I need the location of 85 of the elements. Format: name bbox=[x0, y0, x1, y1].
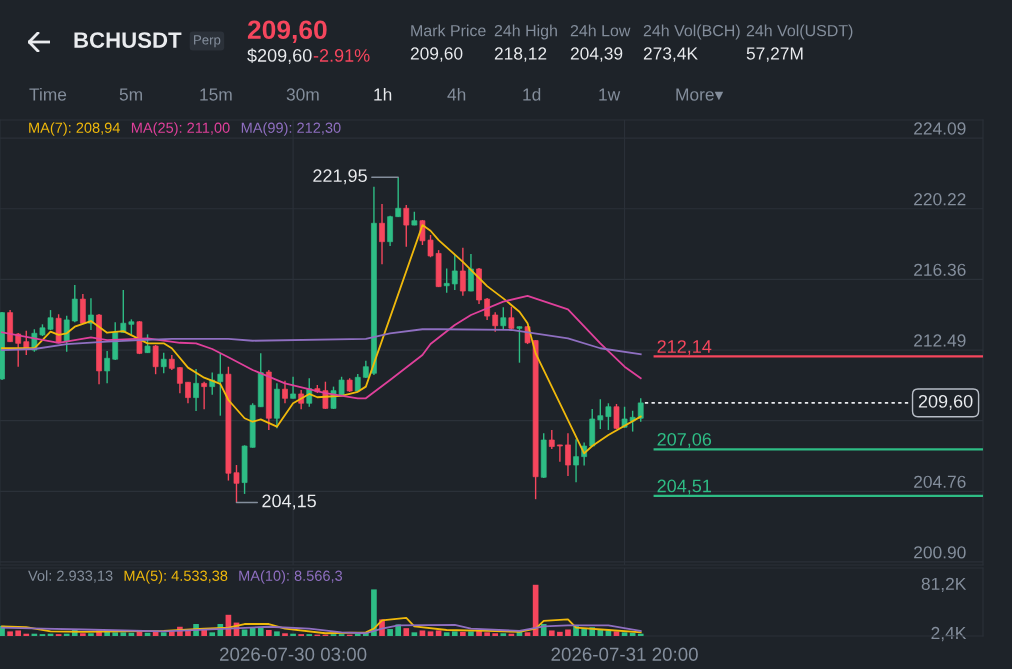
bar bbox=[371, 589, 377, 636]
line-series bbox=[1, 623, 642, 635]
y-tick-label: 204.76 bbox=[914, 475, 966, 488]
ref-line-label: 212,14 bbox=[657, 340, 712, 356]
text: 30m bbox=[286, 88, 319, 101]
text: Perp bbox=[194, 35, 221, 48]
bar bbox=[88, 633, 94, 636]
text: Time bbox=[29, 87, 67, 101]
bar bbox=[257, 627, 264, 636]
bar bbox=[411, 632, 418, 636]
bar bbox=[15, 630, 22, 636]
text: 24h Low bbox=[570, 24, 631, 37]
bar bbox=[427, 631, 434, 636]
bar bbox=[500, 633, 507, 636]
bar bbox=[435, 630, 442, 636]
bar bbox=[209, 632, 216, 636]
y-tick-label: 212.49 bbox=[914, 334, 966, 347]
bar bbox=[637, 633, 644, 636]
bar bbox=[565, 629, 571, 636]
text: 4h bbox=[447, 87, 466, 101]
bar bbox=[387, 629, 393, 636]
bar bbox=[354, 633, 361, 636]
ref-line-label: 204,51 bbox=[657, 479, 711, 495]
text: 1w bbox=[599, 88, 621, 101]
bar bbox=[290, 633, 296, 636]
text: 1h bbox=[374, 87, 392, 101]
bar bbox=[120, 632, 127, 636]
text: 24h Vol(USDT) bbox=[746, 24, 853, 40]
y-tick-label: 81,2K bbox=[921, 577, 967, 593]
bar bbox=[621, 632, 628, 636]
bar bbox=[460, 631, 466, 636]
bar bbox=[484, 632, 490, 636]
bar bbox=[468, 631, 474, 636]
bar bbox=[7, 631, 13, 636]
text: 209,60 bbox=[410, 47, 463, 62]
ref-line-label: 207,06 bbox=[657, 432, 712, 448]
line-series bbox=[1, 617, 642, 635]
text: 24h High bbox=[494, 24, 557, 40]
text: MA(99): 212,30 bbox=[241, 122, 341, 136]
text: 1d bbox=[523, 87, 541, 101]
x-tick-label: 2026-07-31 20:00 bbox=[551, 647, 698, 661]
annotation: Vol: 2.933,13 bbox=[28, 570, 113, 583]
text: MA(25): 211,00 bbox=[131, 122, 230, 136]
y-tick-label: 216.36 bbox=[914, 263, 966, 276]
bar bbox=[557, 631, 563, 636]
y-tick-label: 200.90 bbox=[914, 546, 966, 559]
text: $209,60 bbox=[247, 48, 312, 64]
text: MA(5): 4.533,38 bbox=[124, 570, 228, 584]
bar bbox=[403, 628, 410, 636]
text: More▾ bbox=[676, 88, 724, 101]
bar bbox=[524, 632, 531, 636]
x-tick-label: 2026-07-30 03:00 bbox=[220, 647, 367, 661]
bar bbox=[492, 633, 499, 636]
bar bbox=[160, 632, 167, 636]
y-tick-label: 220.22 bbox=[914, 193, 966, 206]
text: 273,4K bbox=[643, 47, 698, 62]
annotation: 204,15 bbox=[262, 494, 316, 510]
bar bbox=[23, 633, 30, 636]
bar bbox=[451, 631, 458, 636]
bar bbox=[112, 632, 119, 636]
text: 209,60 bbox=[247, 20, 327, 43]
bar bbox=[419, 630, 426, 636]
text: 24h Vol(BCH) bbox=[643, 24, 740, 40]
y-tick-label: 224.09 bbox=[914, 122, 966, 135]
text: 218,12 bbox=[494, 47, 547, 62]
text: 57,27M bbox=[746, 47, 803, 62]
bar bbox=[63, 633, 70, 636]
text: MA(10): 8.566,3 bbox=[239, 570, 343, 584]
y-tick-label: 2,4K bbox=[931, 626, 967, 642]
chart-title: BCHUSDT bbox=[74, 32, 182, 48]
bar bbox=[80, 633, 86, 636]
ref-line-label: 209,60 bbox=[918, 394, 973, 410]
text: 5m bbox=[119, 88, 142, 101]
text: Mark Price bbox=[411, 24, 486, 37]
text: 204,39 bbox=[570, 47, 623, 62]
bar bbox=[282, 633, 288, 636]
text: MA(7): 208,94 bbox=[29, 122, 120, 136]
text: 15m bbox=[200, 88, 232, 101]
text: -2.91% bbox=[313, 49, 370, 62]
annotation: 221,95 bbox=[313, 169, 367, 185]
bar bbox=[274, 631, 280, 636]
bar bbox=[581, 628, 587, 636]
bar bbox=[548, 630, 555, 636]
bar bbox=[443, 632, 450, 636]
bar bbox=[266, 630, 272, 636]
